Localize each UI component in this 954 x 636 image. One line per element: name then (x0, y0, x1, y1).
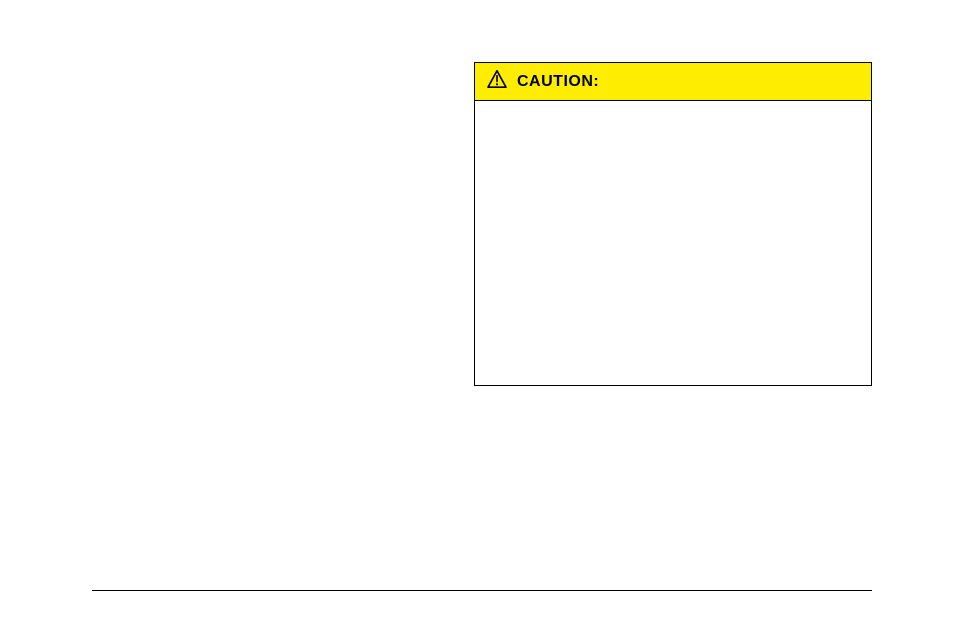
caution-box: CAUTION: (474, 62, 872, 386)
left-column-text (92, 62, 452, 76)
page: CAUTION: (0, 0, 954, 636)
warning-triangle-icon (487, 70, 507, 93)
caution-header: CAUTION: (475, 63, 871, 101)
caution-body (475, 101, 871, 139)
footer-rule (92, 590, 872, 591)
caution-label: CAUTION: (517, 73, 599, 91)
